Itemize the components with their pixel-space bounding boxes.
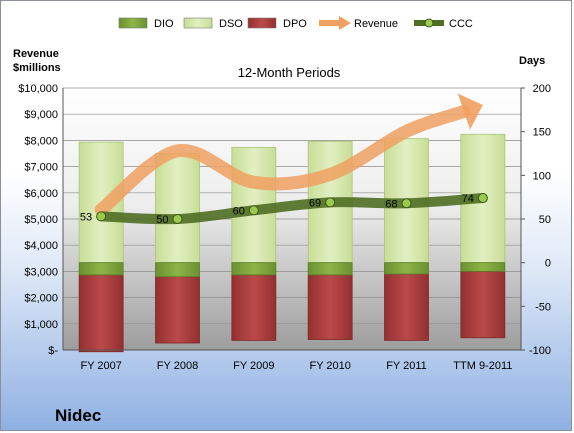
dpo-bar xyxy=(384,273,429,341)
dio-bar xyxy=(384,262,429,275)
right-tick-label: 200 xyxy=(533,83,551,95)
bar-stack xyxy=(155,153,200,344)
ccc-data-label: 74 xyxy=(462,193,474,205)
left-tick-label: $1,000 xyxy=(24,319,58,331)
ccc-point xyxy=(96,211,107,222)
left-tick-label: $- xyxy=(48,345,58,357)
x-tick-label: FY 2007 xyxy=(80,360,121,372)
legend-label-dso: DSO xyxy=(219,18,243,30)
legend-swatch-dpo xyxy=(247,17,277,29)
bar-stack xyxy=(78,141,124,353)
legend-item-dpo: DPO xyxy=(247,17,307,30)
x-tick-label: TTM 9-2011 xyxy=(453,360,512,372)
dso-bar xyxy=(155,153,200,264)
left-tick-label: $4,000 xyxy=(24,240,58,252)
dio-bar xyxy=(78,262,124,276)
right-axis-title: Days xyxy=(519,55,545,67)
ccc-data-label: 53 xyxy=(80,211,92,223)
left-tick-label: $7,000 xyxy=(24,162,58,174)
x-tick-label: FY 2009 xyxy=(233,360,274,372)
ccc-point xyxy=(401,198,412,209)
dio-bar xyxy=(231,262,277,276)
left-tick-label: $9,000 xyxy=(24,109,58,121)
bar-stack xyxy=(460,133,506,339)
dpo-bar xyxy=(460,270,506,339)
revenue-line xyxy=(94,105,471,217)
ccc-data-label: 69 xyxy=(309,197,321,209)
ccc-point xyxy=(172,214,183,224)
left-axis-title-line-1: Revenue xyxy=(13,48,59,60)
revenue-arrow-layer xyxy=(94,93,483,217)
right-tick-label: -50 xyxy=(535,301,551,313)
legend-item-dso: DSO xyxy=(183,17,243,30)
legend-item-dio: DIO xyxy=(118,17,174,30)
legend-arrowhead-revenue xyxy=(339,16,351,30)
ccc-data-label: 60 xyxy=(233,205,245,217)
axes: $- $1,000 $2,000 $3,000 $4,000 $5,000 $6,000 $7… xyxy=(18,83,551,372)
ccc-data-label: 68 xyxy=(385,198,397,210)
legend-label-revenue: Revenue xyxy=(354,18,398,30)
left-tick-label: $8,000 xyxy=(24,135,58,147)
ccc-point xyxy=(477,193,488,204)
legend-swatch-dso xyxy=(183,17,213,29)
ccc-line-layer: 53 50 60 69 68 74 xyxy=(80,193,488,226)
right-tick-label: 0 xyxy=(545,258,551,270)
right-tick-label: -100 xyxy=(529,345,551,357)
ccc-line xyxy=(96,193,488,225)
company-name: Nidec xyxy=(55,406,101,425)
left-axis-title-line-2: $millions xyxy=(13,62,61,74)
legend-label-dpo: DPO xyxy=(283,18,307,30)
ccc-point xyxy=(325,197,336,208)
legend-label-dio: DIO xyxy=(154,18,174,30)
legend: DIO DSO DPO Revenue CCC xyxy=(118,16,473,30)
right-tick-label: 150 xyxy=(533,127,551,139)
legend-swatch-dio xyxy=(118,17,148,29)
legend-item-ccc: CCC xyxy=(414,18,473,30)
left-tick-label: $3,000 xyxy=(24,266,58,278)
bar-stack xyxy=(384,138,429,341)
dpo-bar xyxy=(155,276,200,344)
dio-bar xyxy=(307,262,353,276)
dpo-bar xyxy=(78,274,124,353)
x-tick-label: FY 2008 xyxy=(157,360,198,372)
legend-label-ccc: CCC xyxy=(449,18,473,30)
right-tick-label: 100 xyxy=(533,170,551,182)
bar-stack xyxy=(231,146,277,341)
dio-bar xyxy=(155,262,200,278)
x-tick-label: FY 2011 xyxy=(386,360,427,372)
chart-title: 12-Month Periods xyxy=(238,65,341,80)
x-tick-label: FY 2010 xyxy=(309,360,350,372)
dio-bar xyxy=(460,262,506,272)
legend-item-revenue: Revenue xyxy=(319,16,398,30)
left-tick-label: $2,000 xyxy=(24,293,58,305)
ccc-data-label: 50 xyxy=(156,214,168,226)
dpo-bar xyxy=(231,274,277,341)
left-tick-label: $6,000 xyxy=(24,188,58,200)
left-tick-label: $5,000 xyxy=(24,214,58,226)
legend-marker-ccc xyxy=(424,18,434,28)
left-tick-label: $10,000 xyxy=(18,83,58,95)
revenue-arrowhead xyxy=(457,93,483,130)
ccc-point xyxy=(248,205,259,216)
dpo-bar xyxy=(307,274,353,340)
right-tick-label: 50 xyxy=(539,214,551,226)
